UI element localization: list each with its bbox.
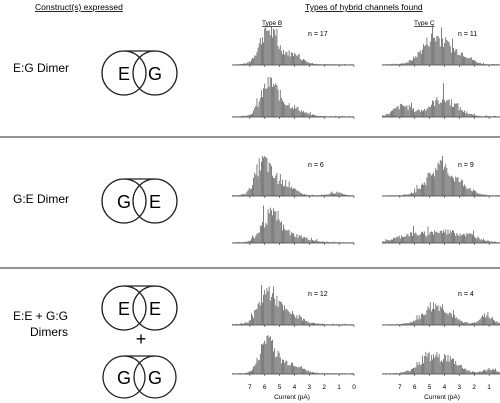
tick-label: 7: [248, 384, 252, 391]
histogram-bars: [382, 225, 500, 243]
tick-label: 6: [413, 384, 417, 391]
histogram-r1-C-top: n = 11: [382, 25, 500, 67]
dimer-ge-left: G: [117, 192, 131, 212]
tick-label: 5: [428, 384, 432, 391]
types-header: Types of hybrid channels found: [305, 2, 423, 12]
histogram-bars: [382, 351, 500, 374]
histogram-bars: [232, 156, 354, 196]
histogram-r2-B-bottom: [232, 205, 355, 245]
histogram-bars: [382, 302, 500, 325]
histogram-r3-C-bottom: [382, 351, 500, 376]
histogram-r2-B-top: n = 6: [232, 156, 355, 198]
tick-label: 4: [443, 384, 447, 391]
dimer-gg: G G: [102, 355, 177, 399]
histogram-r1-C-bottom: [382, 83, 500, 119]
dimer-ge-right: E: [149, 192, 161, 212]
histogram-bars: [382, 156, 500, 196]
n-count-label: n = 11: [458, 31, 477, 38]
histogram-r3-B-bottom: [232, 335, 355, 376]
histogram-r2-C-bottom: [382, 225, 500, 245]
type-c-header: Type C: [414, 20, 435, 27]
n-count-label: n = 6: [308, 162, 324, 169]
histogram-r3-C-top: n = 4: [382, 291, 500, 327]
histogram-bars: [232, 335, 354, 374]
tick-label: 4: [293, 384, 297, 391]
histogram-bars: [382, 83, 500, 117]
current-axes: 7654321076543210: [248, 384, 491, 391]
tick-label: 0: [352, 384, 356, 391]
histogram-bars: [232, 285, 354, 325]
n-count-label: n = 12: [308, 291, 328, 298]
row-label-ee-gg: E:E + G:G: [13, 309, 68, 323]
dimer-eg-right: G: [148, 64, 162, 84]
row-label-eg-dimer: E:G Dimer: [13, 61, 69, 75]
histogram-bars: [232, 205, 354, 243]
dimer-ee: E E: [101, 285, 178, 331]
dimer-eg-left: E: [118, 64, 130, 84]
row-label-dimers: Dimers: [30, 325, 68, 339]
tick-label: 3: [458, 384, 462, 391]
dimer-ee-left: E: [118, 299, 130, 319]
tick-label: 2: [472, 384, 476, 391]
dimer-eg: E G: [101, 50, 178, 96]
type-b-header: Type B: [262, 20, 282, 27]
histogram-r1-B-top: n = 17: [232, 25, 355, 67]
histogram-r1-B-bottom: [232, 77, 355, 119]
row-label-ge-dimer: G:E Dimer: [13, 192, 69, 206]
tick-label: 6: [263, 384, 267, 391]
xlabel-type-c: Current (pA): [424, 394, 460, 401]
histogram-panels: n = 17 n = 11 n = 6 n = 9 n = 12 n = 4: [232, 25, 500, 376]
dimer-gg-right: G: [148, 368, 162, 388]
n-count-label: n = 17: [308, 31, 328, 38]
tick-label: 2: [322, 384, 326, 391]
histogram-bars: [382, 25, 500, 65]
n-count-label: n = 9: [458, 162, 474, 169]
dimer-ee-right: E: [149, 299, 161, 319]
histogram-bars: [232, 77, 354, 117]
n-count-label: n = 4: [458, 291, 474, 298]
tick-label: 7: [398, 384, 402, 391]
plus-sign: +: [136, 329, 147, 349]
tick-label: 3: [308, 384, 312, 391]
tick-label: 1: [337, 384, 341, 391]
construct-header: Construct(s) expressed: [35, 2, 123, 12]
histogram-r2-C-top: n = 9: [382, 156, 500, 198]
histogram-r3-B-top: n = 12: [232, 285, 355, 327]
dimer-gg-left: G: [117, 368, 131, 388]
tick-label: 1: [487, 384, 491, 391]
xlabel-type-b: Current (pA): [274, 394, 310, 401]
tick-label: 5: [278, 384, 282, 391]
dimer-ge: G E: [101, 178, 178, 224]
histogram-bars: [232, 25, 354, 65]
